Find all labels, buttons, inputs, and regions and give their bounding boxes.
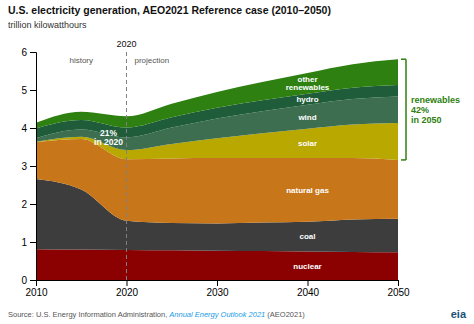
text-line: 21%: [100, 128, 117, 138]
text-line: natural gas: [286, 186, 329, 195]
x-axis: 2010 2020 2030 2040 2050: [25, 280, 410, 298]
axis-line: [30, 53, 37, 281]
tick-label: 0: [21, 275, 27, 286]
annotation: renewables42%in 2050: [411, 95, 460, 125]
tick: 6: [21, 47, 36, 58]
tick-mark: [30, 166, 36, 167]
tick-label: 1: [21, 237, 27, 248]
layer-label: natural gas: [286, 186, 329, 195]
tick-mark: [127, 280, 128, 286]
tick: 5: [21, 85, 36, 96]
source-link: Annual Energy Outlook 2021: [168, 310, 265, 319]
area-layer: [36, 249, 398, 280]
tick-mark: [30, 52, 36, 53]
tick: 2010: [25, 280, 48, 298]
source-text: Source: U.S. Energy Information Administ…: [8, 310, 169, 319]
tick-label: 2010: [25, 287, 48, 298]
tick: 1: [21, 237, 36, 248]
tick: 2050: [387, 280, 410, 298]
annotation: projection: [135, 56, 170, 65]
tick-mark: [30, 242, 36, 243]
labels: 2020 history projection nuclear coal natural …: [69, 39, 460, 271]
tick-mark: [217, 280, 218, 286]
subtitle: trillion kilowatthours: [8, 20, 87, 30]
text-line: wind: [297, 113, 316, 122]
tick-mark: [308, 280, 309, 286]
source: Source: U.S. Energy Information Administ…: [8, 310, 305, 319]
reference-line: [126, 52, 127, 280]
reference-label: 2020: [116, 39, 136, 49]
text-line: renewables: [411, 95, 460, 105]
axis-line: [37, 281, 399, 287]
bracket-line: [405, 59, 407, 160]
tick-label: 2030: [206, 287, 229, 298]
chart: U.S. electricity generation, AEO2021 Ref…: [0, 0, 474, 324]
text-line: in 2050: [411, 115, 442, 125]
text-line: hydro: [296, 95, 318, 104]
layer-label: hydro: [296, 95, 318, 104]
text-line: solar: [298, 139, 317, 148]
tick: 2: [21, 199, 36, 210]
annotation: history: [69, 56, 93, 65]
tick: 3: [21, 161, 36, 172]
areas: [36, 52, 398, 280]
layer-label: solar: [298, 139, 317, 148]
area-layer: [36, 59, 398, 128]
text-line: in 2020: [94, 137, 123, 147]
logo: eia: [451, 308, 467, 320]
text-line: coal: [299, 232, 315, 241]
bracket-line: [401, 58, 406, 60]
title: U.S. electricity generation, AEO2021 Ref…: [8, 4, 331, 16]
plot: 2010 2020 2030 2040 2050 0 1 2 3 4 5 6 2020 history pr…: [21, 39, 460, 298]
tick-label: 4: [21, 123, 27, 134]
text-line: renewables: [286, 83, 330, 92]
tick-label: 5: [21, 85, 27, 96]
layer-label: wind: [297, 113, 316, 122]
tick-label: 2040: [297, 287, 320, 298]
tick-mark: [30, 280, 36, 281]
source-suffix: (AEO2021): [265, 310, 305, 319]
tick-label: 2: [21, 199, 27, 210]
tick-label: 3: [21, 161, 27, 172]
text-line: 42%: [411, 105, 429, 115]
tick-mark: [30, 128, 36, 129]
bracket-line: [401, 159, 406, 161]
text-line: nuclear: [293, 262, 321, 271]
tick: 0: [21, 275, 36, 286]
tick: 2040: [297, 280, 320, 298]
tick: 2030: [206, 280, 229, 298]
tick-label: 2020: [116, 287, 139, 298]
annotation: 21%in 2020: [94, 128, 123, 148]
y-axis: 0 1 2 3 4 5 6: [21, 47, 36, 286]
tick: 4: [21, 123, 36, 134]
tick-label: 2050: [387, 287, 410, 298]
tick-mark: [398, 280, 399, 286]
tick-label: 6: [21, 47, 27, 58]
tick-mark: [30, 90, 36, 91]
tick: 2020: [116, 280, 139, 298]
bracket: [401, 59, 406, 160]
layer-label: coal: [299, 232, 315, 241]
layer-label: otherrenewables: [286, 75, 330, 93]
tick-mark: [30, 204, 36, 205]
layer-label: nuclear: [293, 262, 321, 271]
